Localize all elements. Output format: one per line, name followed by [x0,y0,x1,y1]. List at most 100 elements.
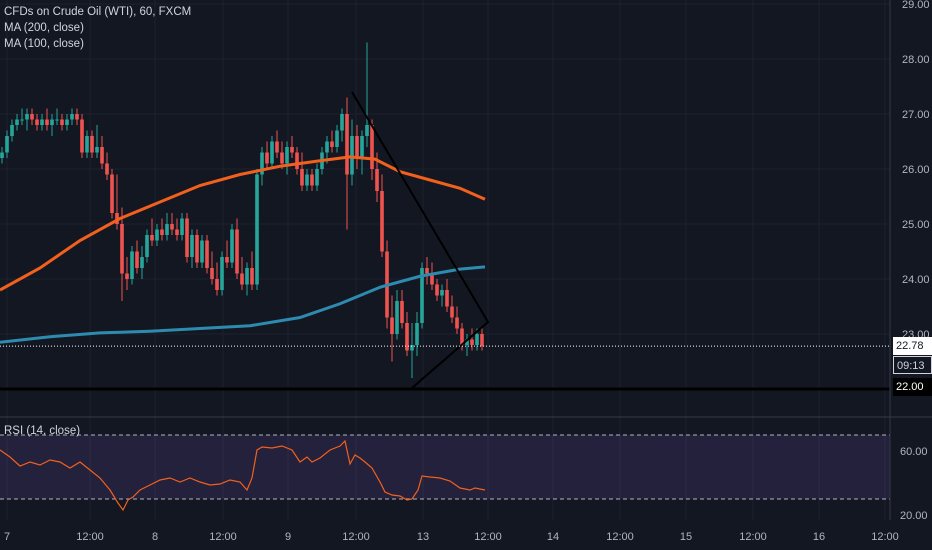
candle-body [260,152,264,175]
candle-body [290,147,294,153]
candle-body [200,240,204,263]
candle-body [345,114,349,175]
time-tick-label: 16 [813,531,825,543]
candle-body [225,257,229,263]
candle-body [405,323,409,351]
time-tick-label: 12:00 [606,531,634,543]
candle-body [435,284,439,296]
rsi-legend[interactable]: RSI (14, close) [4,425,81,437]
candle-body [60,119,64,125]
candle-body [475,334,479,345]
rsi-tick-label: 60.00 [900,446,928,458]
candle-body [305,174,309,186]
candle-body [330,141,334,147]
time-tick-label: 7 [4,531,10,543]
candle-body [85,136,89,153]
chart-grid [0,0,890,520]
candle-body [40,119,44,125]
candle-body [45,119,49,125]
candle-body [455,317,459,329]
candle-body [175,229,179,235]
price-tick-label: 28.00 [902,54,930,66]
candle-body [465,339,469,345]
ma-200-line [0,265,486,344]
candle-body [370,125,374,169]
candle-body [130,251,134,279]
candle-body [375,169,379,191]
candle-body [270,141,274,164]
candle-body [460,328,464,345]
candle-body [285,147,289,164]
candle-body [230,229,234,263]
candle-body [365,125,369,136]
time-axis-labels[interactable]: 7 12:00 8 12:00 9 12:00 13 12:00 14 12:00 15 12:00 1… [4,531,899,543]
candlestick-series [0,42,484,378]
time-tick-label: 12:00 [209,531,237,543]
price-tick-label: 27.00 [902,109,930,121]
price-tick-label: 24.00 [902,274,930,286]
candle-body [90,136,94,153]
candle-body [235,229,239,274]
candle-body [250,268,254,285]
candle-body [275,141,279,153]
candle-body [445,290,449,307]
ma-100-line [0,155,486,292]
support-price-tag: 22.00 [893,378,932,396]
candle-body [255,174,259,285]
chart-title: CFDs on Crude Oil (WTI), 60, FXCM [4,6,192,18]
candle-body [20,119,24,121]
candle-body [210,268,214,279]
candle-body [150,235,154,241]
ma-100-legend[interactable]: MA (100, close) [4,38,84,50]
candle-body [380,191,384,252]
candle-body [450,306,454,318]
drawn-triangle-pattern[interactable] [351,91,490,389]
candle-body [300,169,304,186]
candle-body [220,257,224,290]
candle-body [355,136,359,158]
candle-body [50,119,54,125]
candle-body [65,119,69,125]
candle-body [480,334,484,347]
candle-body [155,229,159,241]
candle-body [245,268,249,285]
candle-body [390,317,394,334]
candle-body [190,235,194,257]
candle-body [145,235,149,257]
candle-body [315,169,319,186]
candle-body [240,273,244,285]
candle-body [105,163,109,175]
candle-body [180,218,184,235]
candle-body [265,152,269,164]
candle-body [340,114,344,131]
candle-body [125,273,129,279]
candle-body [55,119,59,121]
candle-body [35,119,39,125]
current-price-tag: 22.78 [893,337,932,355]
candle-body [335,130,339,147]
candle-body [420,268,424,323]
time-tick-label: 12:00 [739,531,767,543]
candle-body [25,114,29,120]
candle-body [10,125,14,136]
candle-body [75,114,79,120]
candle-body [195,235,199,263]
rsi-overbought-oversold-band [0,435,890,499]
rsi-axis-labels[interactable]: 60.00 20.00 [900,446,928,522]
candle-body [70,114,74,120]
candle-body [205,240,209,268]
ma-200-legend[interactable]: MA (200, close) [4,22,84,34]
time-tick-label: 12:00 [474,531,502,543]
candle-body [110,174,114,213]
candle-body [410,345,414,351]
candle-body [310,174,314,186]
time-tick-label: 14 [547,531,559,543]
candle-body [185,218,189,257]
candle-body [295,152,299,169]
candle-body [120,224,124,274]
candle-body [280,152,284,164]
candle-body [470,339,474,345]
time-tick-label: 12:00 [342,531,370,543]
time-tick-label: 9 [285,531,291,543]
